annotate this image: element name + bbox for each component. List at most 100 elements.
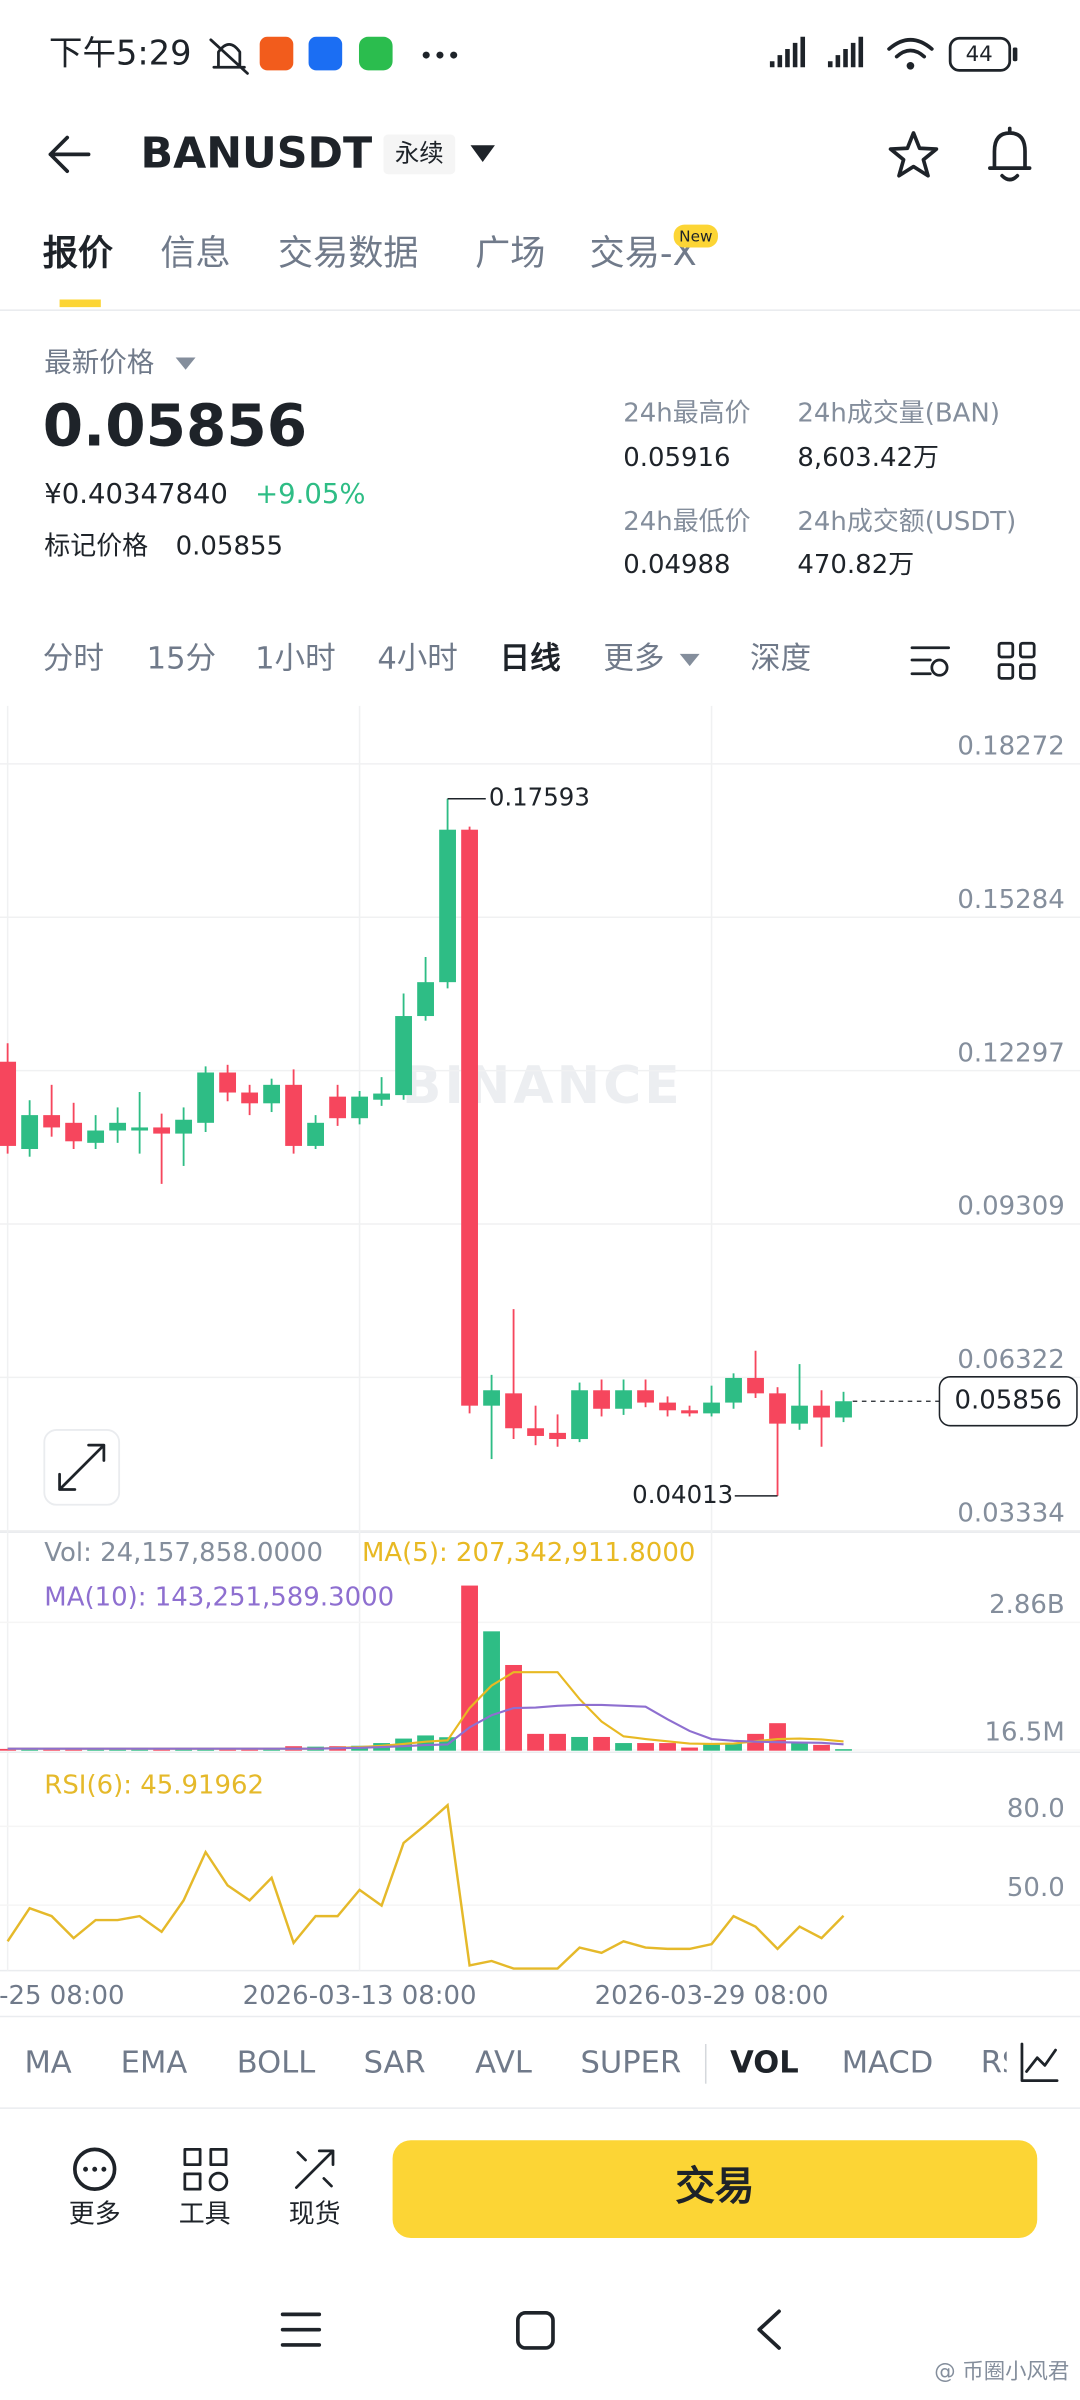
- battery-level: 44: [966, 42, 993, 67]
- chart-area: 2026-02-25 08:00 2026-03-13 08:00 2026-03-…: [0, 705, 1080, 2011]
- interval[interactable]: 分时: [43, 642, 104, 677]
- nav-back[interactable]: [757, 2309, 781, 2350]
- y-tick-label: 0.18272: [957, 732, 1064, 762]
- indicator[interactable]: AVL: [475, 2045, 532, 2080]
- indicator[interactable]: BOLL: [237, 2045, 316, 2080]
- price-change: +9.05%: [255, 478, 365, 510]
- wifi-dot: [906, 61, 915, 70]
- trade-button[interactable]: [392, 2140, 1038, 2238]
- bottom-label[interactable]: 现货: [289, 2200, 341, 2230]
- layout-button: [997, 663, 1015, 680]
- candle-body: [835, 1401, 852, 1418]
- dot: [92, 2166, 98, 2172]
- app-icon: [358, 36, 393, 71]
- interval[interactable]: 日线: [500, 642, 561, 677]
- candle-body: [153, 1127, 171, 1134]
- cny-price: ¥0.40347840: [44, 478, 228, 510]
- interval[interactable]: 4小时: [377, 642, 458, 677]
- indicator[interactable]: VOL: [730, 2045, 799, 2080]
- last-price-label: 0.05856: [955, 1386, 1062, 1416]
- candle-body: [571, 1390, 588, 1440]
- interval[interactable]: 15分: [147, 642, 216, 677]
- bottom-label[interactable]: 工具: [179, 2200, 231, 2230]
- layout-button[interactable]: [997, 641, 1015, 659]
- chart-settings[interactable]: [910, 646, 951, 676]
- volume-bar: [87, 1749, 105, 1751]
- volume-bar: [769, 1723, 786, 1751]
- stat-label: 24h最高价: [623, 399, 750, 429]
- tab[interactable]: 报价: [43, 233, 114, 274]
- candle-body: [681, 1410, 698, 1414]
- mute-icon: [209, 38, 249, 75]
- symbol: BANUSDT: [141, 128, 373, 178]
- y-tick-label: 0.03334: [957, 1498, 1064, 1528]
- dot: [101, 2166, 107, 2172]
- dot: [450, 51, 458, 59]
- interval[interactable]: 更多: [603, 642, 664, 677]
- stat-value: 470.82万: [797, 550, 914, 580]
- candle-body: [439, 829, 456, 983]
- volume-bar: [131, 1749, 149, 1751]
- layout-button: [1019, 663, 1036, 680]
- tab[interactable]: 信息: [160, 233, 230, 274]
- volume-bar: [725, 1743, 742, 1751]
- indicator-settings[interactable]: [1020, 2042, 1059, 2083]
- indicator[interactable]: MACD: [842, 2045, 934, 2080]
- tab[interactable]: 广场: [475, 233, 545, 274]
- expand-icon: [58, 1443, 106, 1491]
- low-label: 0.04013: [632, 1480, 733, 1509]
- volume-bar: [681, 1747, 698, 1751]
- volume-bar: [637, 1743, 654, 1751]
- candle-body: [769, 1393, 786, 1424]
- indicator[interactable]: MA: [24, 2045, 71, 2080]
- nav-home[interactable]: [516, 2311, 555, 2350]
- legend-entry: RSI(6): 45.91962: [44, 1770, 264, 1800]
- candle-body: [131, 1127, 149, 1131]
- x-tick-label: 2026-03-29 08:00: [595, 1981, 829, 2011]
- volume-bar: [43, 1749, 61, 1751]
- more-icon[interactable]: [73, 2147, 117, 2191]
- trade-button-label: 交易: [675, 2164, 754, 2210]
- dropdown-arrow[interactable]: [175, 357, 196, 370]
- indicator[interactable]: SUPER: [580, 2045, 681, 2080]
- app-icon: [308, 36, 343, 71]
- volume-bar: [109, 1748, 127, 1751]
- candle-body: [593, 1390, 610, 1409]
- back-button[interactable]: [48, 135, 91, 174]
- nav-menu[interactable]: [280, 2312, 322, 2347]
- y-tick-label: 0.06322: [957, 1345, 1064, 1375]
- favorite-button[interactable]: [888, 131, 939, 178]
- tools-icon: [208, 2171, 229, 2192]
- candle-body: [417, 982, 434, 1017]
- candle-body: [395, 1016, 412, 1096]
- candle-body: [109, 1122, 127, 1131]
- indicator[interactable]: SAR: [364, 2045, 426, 2080]
- candle-body: [813, 1405, 830, 1418]
- candle-body: [175, 1119, 193, 1134]
- volume-bar: [659, 1743, 676, 1751]
- volume-bar: [0, 1748, 17, 1751]
- legend-entry: Vol: 24,157,858.0000: [44, 1538, 323, 1568]
- alert-button[interactable]: [988, 126, 1032, 182]
- tab-indicator: [59, 299, 101, 308]
- dropdown-arrow[interactable]: [470, 145, 495, 163]
- interval[interactable]: 深度: [750, 642, 811, 677]
- dropdown-arrow[interactable]: [679, 653, 700, 667]
- app-icon: [259, 36, 294, 71]
- spot-icon[interactable]: [294, 2149, 335, 2189]
- interval[interactable]: 1小时: [255, 642, 336, 677]
- contract-badge: [383, 134, 456, 175]
- candle-body: [637, 1390, 654, 1403]
- tab[interactable]: 交易数据: [278, 233, 419, 274]
- signal-icon: [769, 36, 806, 68]
- bottom-label[interactable]: 更多: [69, 2200, 121, 2230]
- indicator[interactable]: EMA: [121, 2045, 188, 2080]
- stat-value: 8,603.42万: [797, 443, 939, 473]
- tools-icon[interactable]: [183, 2148, 228, 2191]
- candle-body: [791, 1405, 808, 1424]
- legend-entry: MA(10): 143,251,589.3000: [44, 1582, 394, 1612]
- stat-label: 24h成交量(BAN): [797, 399, 1000, 429]
- volume-bar: [615, 1743, 632, 1751]
- dot: [436, 51, 444, 59]
